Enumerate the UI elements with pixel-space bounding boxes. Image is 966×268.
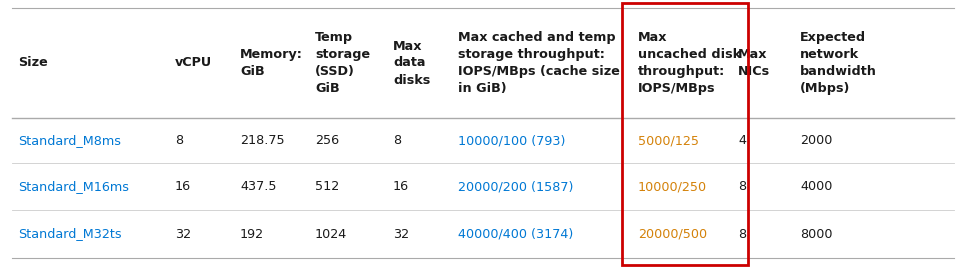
Text: 437.5: 437.5 (240, 180, 276, 193)
Text: 16: 16 (393, 180, 410, 193)
Text: 20000/500: 20000/500 (638, 228, 707, 240)
Text: Max cached and temp
storage throughput:
IOPS/MBps (cache size
in GiB): Max cached and temp storage throughput: … (458, 31, 620, 95)
Text: 2000: 2000 (800, 134, 833, 147)
Text: Standard_M8ms: Standard_M8ms (18, 134, 121, 147)
Text: 218.75: 218.75 (240, 134, 285, 147)
Text: Temp
storage
(SSD)
GiB: Temp storage (SSD) GiB (315, 31, 370, 95)
Text: Size: Size (18, 57, 47, 69)
Text: 10000/250: 10000/250 (638, 180, 707, 193)
Text: 8: 8 (393, 134, 401, 147)
Text: Expected
network
bandwidth
(Mbps): Expected network bandwidth (Mbps) (800, 31, 877, 95)
Text: 5000/125: 5000/125 (638, 134, 699, 147)
Text: Max
data
disks: Max data disks (393, 39, 430, 87)
Text: Memory:
GiB: Memory: GiB (240, 48, 303, 78)
Text: 32: 32 (393, 228, 410, 240)
Text: Standard_M32ts: Standard_M32ts (18, 228, 122, 240)
Text: 16: 16 (175, 180, 191, 193)
Text: 32: 32 (175, 228, 191, 240)
Text: 192: 192 (240, 228, 264, 240)
Text: 8000: 8000 (800, 228, 833, 240)
Text: 20000/200 (1587): 20000/200 (1587) (458, 180, 574, 193)
Text: 40000/400 (3174): 40000/400 (3174) (458, 228, 573, 240)
Text: 4000: 4000 (800, 180, 833, 193)
Text: 8: 8 (738, 228, 746, 240)
Text: Max
uncached disk
throughput:
IOPS/MBps: Max uncached disk throughput: IOPS/MBps (638, 31, 741, 95)
Text: 1024: 1024 (315, 228, 347, 240)
Text: 8: 8 (738, 180, 746, 193)
Text: 512: 512 (315, 180, 339, 193)
Text: 10000/100 (793): 10000/100 (793) (458, 134, 565, 147)
Text: 8: 8 (175, 134, 184, 147)
Text: 4: 4 (738, 134, 746, 147)
Text: vCPU: vCPU (175, 57, 213, 69)
Text: Max
NICs: Max NICs (738, 48, 770, 78)
Text: 256: 256 (315, 134, 339, 147)
Text: Standard_M16ms: Standard_M16ms (18, 180, 129, 193)
